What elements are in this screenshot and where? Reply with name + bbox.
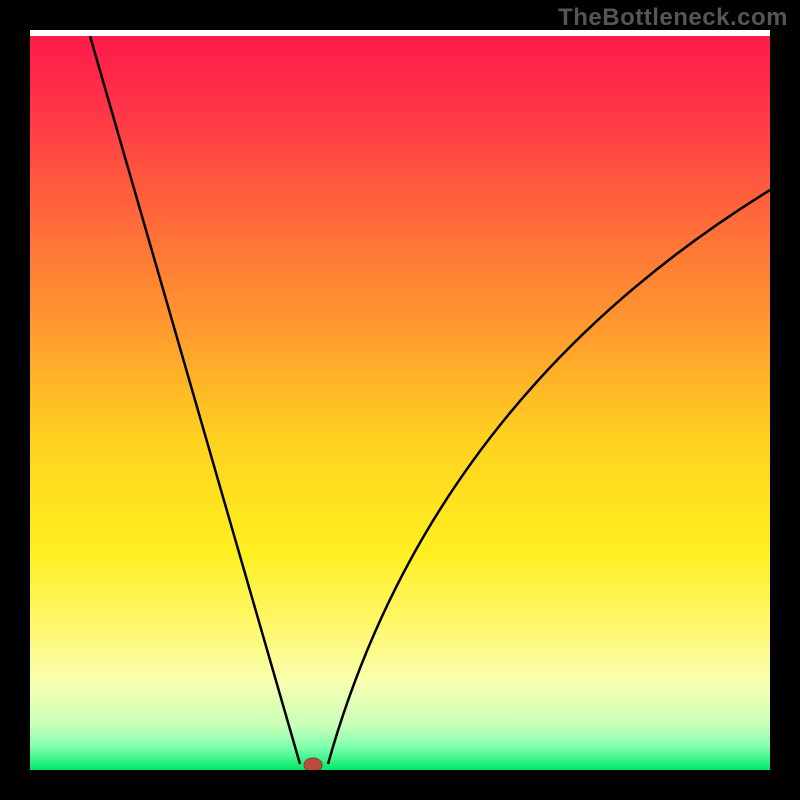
watermark-text: TheBottleneck.com (558, 4, 788, 32)
minimum-marker (304, 758, 322, 772)
chart-container: TheBottleneck.com (0, 0, 800, 800)
bottleneck-curve-chart (0, 0, 800, 800)
plot-background (30, 36, 770, 770)
